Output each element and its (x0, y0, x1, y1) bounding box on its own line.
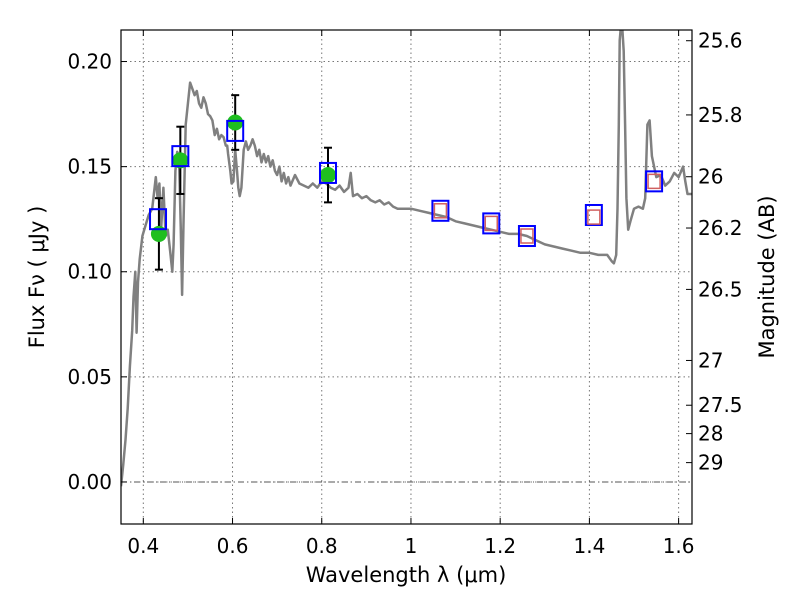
model-flux-square (584, 203, 603, 226)
nir-flux-square (647, 173, 661, 190)
spectrum-line (121, 30, 692, 487)
x-tick-label: 1.2 (484, 534, 516, 558)
x-tick-label: 1.4 (573, 534, 605, 558)
observed-flux-point (319, 167, 336, 184)
plot-frame (120, 29, 693, 525)
right-tick-label: 27 (698, 348, 723, 372)
y-axis-title-right: Magnitude (AB) (755, 195, 779, 358)
x-tick-label: 1 (405, 534, 418, 558)
observed-flux-point (227, 114, 244, 131)
right-tick-label: 28 (698, 422, 723, 446)
y-tick-label: 0.15 (67, 155, 112, 179)
right-tick-label: 25.6 (698, 29, 743, 53)
observed-flux-point (172, 152, 189, 169)
x-tick-label: 0.4 (127, 534, 159, 558)
ticks: 0.4 0.6 0.8 1 1.2 1.4 1.6 0.00 0.05 0.10 0.15 0.20 2… (67, 29, 742, 558)
series-layer (121, 30, 692, 487)
x-tick-label: 0.6 (217, 534, 249, 558)
x-tick-label: 1.6 (663, 534, 695, 558)
model-flux-square (645, 170, 664, 193)
y-tick-label: 0.20 (67, 50, 112, 74)
nir-flux-square (484, 215, 499, 232)
model-flux-square (431, 199, 450, 222)
right-tick-label: 25.8 (698, 103, 743, 127)
model-flux-square (149, 208, 168, 231)
right-tick-label: 29 (698, 451, 723, 475)
y-tick-label: 0.05 (67, 365, 112, 389)
nir-flux-square (520, 228, 534, 244)
x-axis-title: Wavelength λ (μm) (306, 563, 507, 587)
right-tick-label: 26.5 (698, 277, 743, 301)
model-flux-square (171, 145, 190, 168)
right-tick-label: 27.5 (698, 393, 743, 417)
model-flux-square (482, 212, 501, 235)
y-tick-label: 0.00 (67, 470, 112, 494)
model-flux-square (318, 161, 337, 184)
nir-flux-square (587, 209, 601, 225)
nir-flux-square (433, 203, 448, 219)
y-axis-title-left: Flux Fν ( μJy ) (25, 206, 49, 349)
right-tick-label: 26.2 (698, 216, 743, 240)
y-tick-label: 0.10 (67, 260, 112, 284)
x-tick-label: 0.8 (306, 534, 338, 558)
right-tick-label: 26 (698, 165, 723, 189)
model-flux-square (517, 225, 536, 248)
model-flux-square (226, 119, 245, 142)
